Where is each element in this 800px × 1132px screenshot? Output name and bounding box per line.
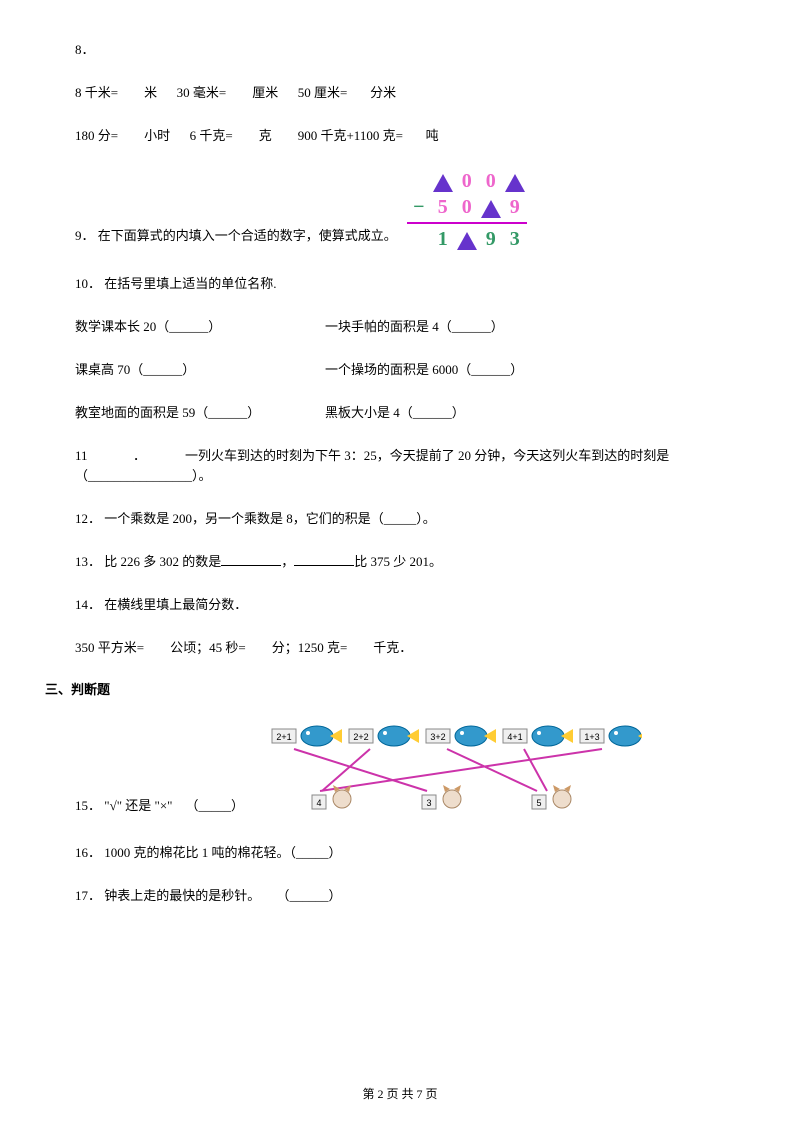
triangle-icon	[457, 232, 477, 250]
q14-l2-a: 350 平方米=	[75, 640, 144, 655]
q17-text: 钟表上走的最快的是秒针。	[104, 888, 260, 903]
q13-number: 13．	[75, 554, 101, 569]
question-12: 12． 一个乘数是 200，另一个乘数是 8，它们的积是（_____）。	[75, 509, 725, 530]
svg-text:5: 5	[536, 798, 541, 808]
question-10: 10． 在括号里填上适当的单位名称.	[75, 274, 725, 295]
q8-line2: 180 分= 小时 6 千克= 克 900 千克+1100 克= 吨	[75, 126, 725, 147]
q10-row1: 数学课本长 20（______） 一块手帕的面积是 4（______）	[75, 317, 725, 338]
svg-text:2+2: 2+2	[353, 732, 368, 742]
question-13: 13． 比 226 多 302 的数是 ， 比 375 少 201。	[75, 552, 725, 573]
q14-l2-c: 分；1250 克=	[272, 640, 348, 655]
q8-l2-d: 克	[259, 128, 272, 143]
q8-l1-e: 50 厘米=	[298, 85, 348, 100]
svg-text:4+1: 4+1	[507, 732, 522, 742]
q15-text: "√" 还是 "×"	[104, 798, 172, 813]
arith-minus: −	[407, 191, 431, 223]
content-area: 8． 8 千米= 米 30 毫米= 厘米 50 厘米= 分米 180 分= 小时…	[75, 40, 725, 907]
q10-r1-a: 数学课本长 20（______）	[75, 317, 325, 338]
arith-r2-c2: 0	[455, 191, 479, 223]
q8-l1-f: 分米	[370, 85, 396, 100]
q11-blank: （________________）。	[75, 468, 212, 483]
q10-r2-a: 课桌高 70（______）	[75, 360, 325, 381]
q10-r2-b: 一个操场的面积是 6000（______）	[325, 360, 725, 381]
svg-text:1+3: 1+3	[584, 732, 599, 742]
arith-r3-c1: 1	[431, 223, 455, 255]
q14-line2: 350 平方米= 公顷；45 秒= 分；1250 克= 千克．	[75, 638, 725, 659]
q10-r1-b: 一块手帕的面积是 4（______）	[325, 317, 725, 338]
arith-r2-c1: 5	[431, 191, 455, 223]
q8-l1-a: 8 千米=	[75, 85, 118, 100]
q14-text: 在横线里填上最简分数．	[104, 597, 247, 612]
q8-l2-c: 6 千克=	[190, 128, 233, 143]
q10-r3-b: 黑板大小是 4（______）	[325, 403, 725, 424]
q10-row2: 课桌高 70（______） 一个操场的面积是 6000（______）	[75, 360, 725, 381]
triangle-icon	[505, 174, 525, 192]
fish-svg: 2+1 2+2 3+2 4+1 1+3 4 3 5	[252, 719, 642, 814]
q11-text: 一列火车到达的时刻为下午 3：25，今天提前了 20 分钟，今天这列火车到达的时…	[185, 448, 669, 463]
svg-text:3: 3	[426, 798, 431, 808]
q15-number: 15．	[75, 798, 101, 813]
question-15: 15． "√" 还是 "×" （_____） 2+1 2+2 3+2 4+1 1+3 4…	[75, 719, 725, 821]
q11-dot: ．	[133, 448, 146, 463]
q8-line1: 8 千米= 米 30 毫米= 厘米 50 厘米= 分米	[75, 83, 725, 104]
question-17: 17． 钟表上走的最快的是秒针。 （______）	[75, 886, 725, 907]
q10-text: 在括号里填上适当的单位名称.	[104, 276, 276, 291]
arith-r3-c3: 9	[479, 223, 503, 255]
q8-l2-b: 小时	[144, 128, 170, 143]
svg-text:4: 4	[316, 798, 321, 808]
q13-text-a: 比 226 多 302 的数是	[104, 554, 221, 569]
fish-matching-diagram: 2+1 2+2 3+2 4+1 1+3 4 3 5	[252, 719, 642, 821]
q17-number: 17．	[75, 888, 101, 903]
q10-r3-a: 教室地面的面积是 59（______）	[75, 403, 325, 424]
q8-l2-a: 180 分=	[75, 128, 118, 143]
q13-text-b: ，	[281, 554, 294, 569]
triangle-icon	[433, 174, 453, 192]
q10-row3: 教室地面的面积是 59（______） 黑板大小是 4（______）	[75, 403, 725, 424]
q14-l2-d: 千克．	[373, 640, 412, 655]
svg-text:2+1: 2+1	[276, 732, 291, 742]
q8-l2-f: 吨	[426, 128, 439, 143]
q16-number: 16．	[75, 845, 101, 860]
q15-blank: （_____）	[185, 798, 244, 813]
arithmetic-figure: 0 0 − 5 0 9 1 9 3	[407, 168, 527, 252]
q8-l1-b: 米	[144, 85, 157, 100]
q8-l1-c: 30 毫米=	[177, 85, 227, 100]
q13-text-c: 比 375 少 201。	[354, 554, 442, 569]
svg-text:3+2: 3+2	[430, 732, 445, 742]
question-14: 14． 在横线里填上最简分数．	[75, 595, 725, 616]
q9-text: 在下面算式的内填入一个合适的数字，使算式成立。	[98, 228, 397, 243]
q14-l2-b: 公顷；45 秒=	[170, 640, 246, 655]
question-9: 9． 在下面算式的内填入一个合适的数字，使算式成立。 0 0 − 5 0 9 1	[75, 168, 725, 252]
q13-blank2	[294, 553, 354, 566]
q14-number: 14．	[75, 597, 101, 612]
section-3-header: 三、判断题	[45, 680, 725, 701]
arith-r2-c4: 9	[503, 191, 527, 223]
q8-l1-d: 厘米	[252, 85, 278, 100]
q12-text: 一个乘数是 200，另一个乘数是 8，它们的积是（_____）。	[104, 511, 436, 526]
q12-number: 12．	[75, 511, 101, 526]
page-footer: 第 2 页 共 7 页	[0, 1085, 800, 1102]
question-11: 11 ． 一列火车到达的时刻为下午 3：25，今天提前了 20 分钟，今天这列火…	[75, 446, 725, 488]
q17-blank: （______）	[277, 888, 342, 903]
q16-text: 1000 克的棉花比 1 吨的棉花轻。（_____）	[104, 845, 341, 860]
arith-r3-c4: 3	[503, 223, 527, 255]
q8-number: 8．	[75, 42, 95, 57]
q8-l2-e: 900 千克+1100 克=	[298, 128, 403, 143]
question-8: 8．	[75, 40, 725, 61]
q9-number: 9．	[75, 228, 95, 243]
q13-blank1	[221, 553, 281, 566]
q10-number: 10．	[75, 276, 101, 291]
q11-number: 11	[75, 448, 88, 463]
question-16: 16． 1000 克的棉花比 1 吨的棉花轻。（_____）	[75, 843, 725, 864]
triangle-icon	[481, 200, 501, 218]
